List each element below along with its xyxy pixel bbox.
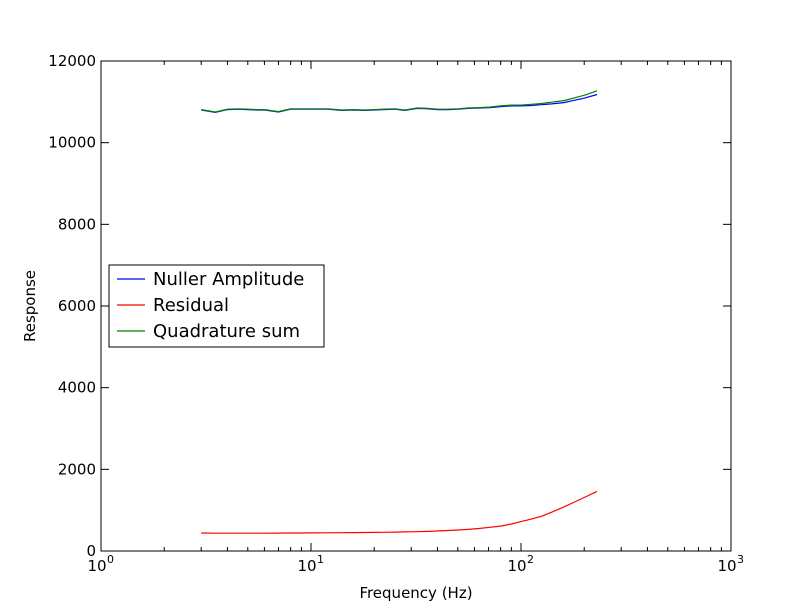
y-tick-label: 0 xyxy=(86,542,96,560)
series-lines xyxy=(201,90,598,534)
y-axis-label: Response xyxy=(21,270,39,342)
x-tick-exponent: 3 xyxy=(737,553,744,566)
x-tick-exponent: 0 xyxy=(107,553,114,566)
x-tick-label: 10 xyxy=(87,557,106,575)
series-line-2 xyxy=(201,90,598,113)
x-tick-exponent: 1 xyxy=(317,553,324,566)
y-tick-label: 8000 xyxy=(58,215,96,233)
y-tick-label: 2000 xyxy=(58,460,96,478)
y-tick-label: 10000 xyxy=(48,134,96,152)
legend-label-0: Nuller Amplitude xyxy=(153,269,304,290)
y-tick-label: 12000 xyxy=(48,52,96,70)
x-tick-exponent: 2 xyxy=(527,553,534,566)
y-tick-label: 4000 xyxy=(58,379,96,397)
legend-label-2: Quadrature sum xyxy=(153,321,300,342)
axis-ticks xyxy=(100,60,732,552)
series-line-1 xyxy=(201,490,598,534)
y-tick-label: 6000 xyxy=(58,297,96,315)
legend: Nuller Amplitude Residual Quadrature sum xyxy=(108,264,325,348)
x-tick-label: 10 xyxy=(507,557,526,575)
legend-label-1: Residual xyxy=(153,295,229,316)
x-tick-label: 10 xyxy=(297,557,316,575)
x-tick-label: 10 xyxy=(717,557,736,575)
x-axis-label: Frequency (Hz) xyxy=(359,584,472,602)
